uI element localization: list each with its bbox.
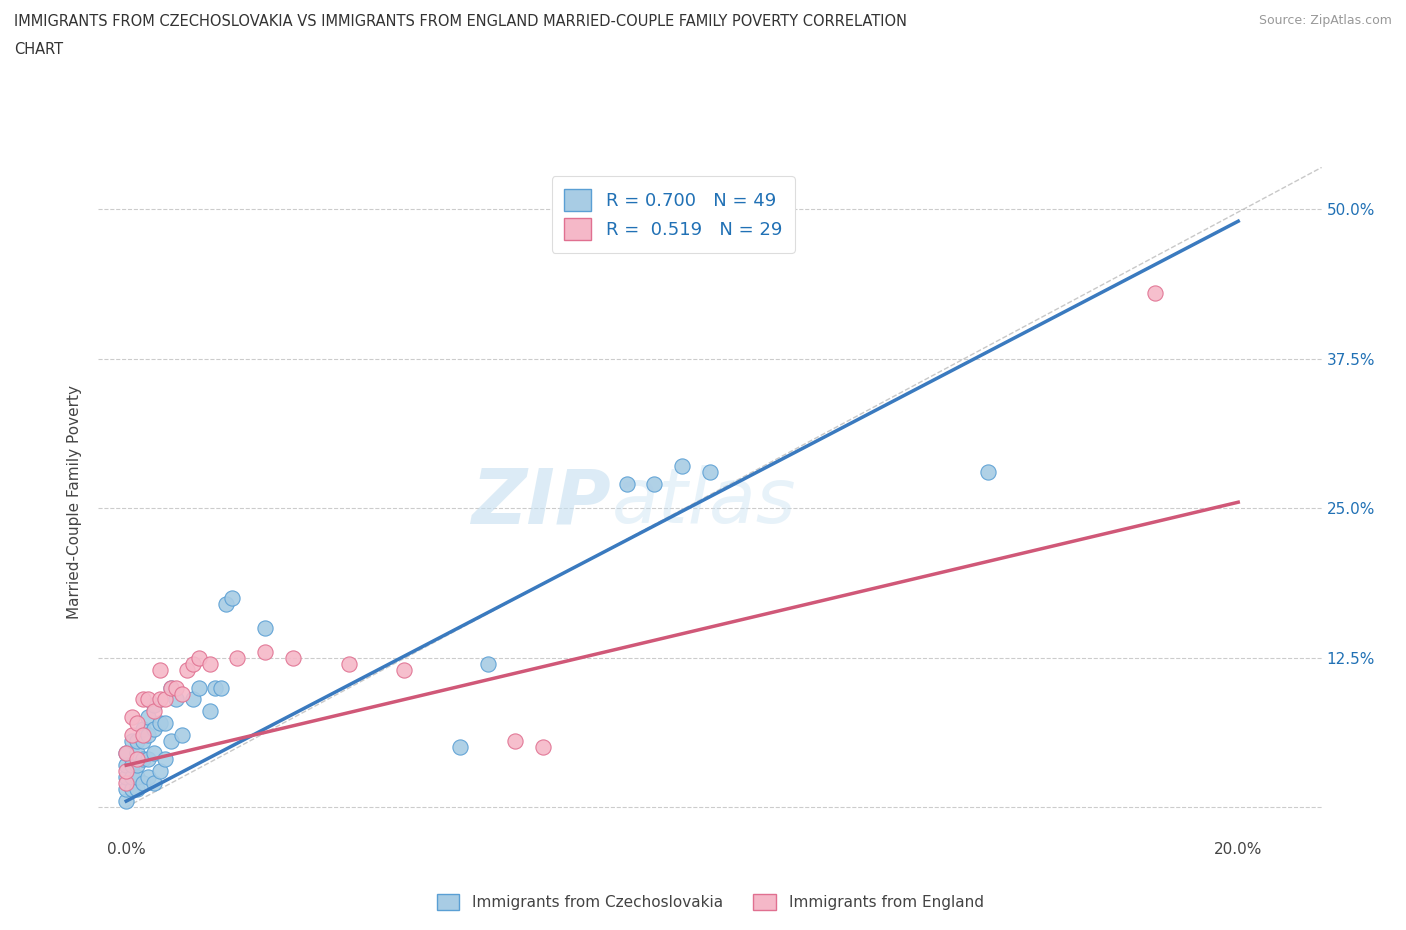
Point <box>121 734 143 749</box>
Point <box>394 662 416 677</box>
Point <box>1143 286 1166 300</box>
Point <box>221 591 243 605</box>
Point <box>477 657 499 671</box>
Point <box>159 734 181 749</box>
Point <box>132 776 155 790</box>
Point <box>121 728 143 743</box>
Point <box>121 758 143 773</box>
Y-axis label: Married-Couple Family Poverty: Married-Couple Family Poverty <box>67 385 83 619</box>
Point <box>254 644 277 659</box>
Point <box>170 686 193 701</box>
Point <box>127 734 149 749</box>
Point <box>138 728 160 743</box>
Text: IMMIGRANTS FROM CZECHOSLOVAKIA VS IMMIGRANTS FROM ENGLAND MARRIED-COUPLE FAMILY : IMMIGRANTS FROM CZECHOSLOVAKIA VS IMMIGR… <box>14 14 907 29</box>
Point <box>127 716 149 731</box>
Point <box>115 782 138 797</box>
Point <box>127 782 149 797</box>
Point <box>121 770 143 785</box>
Point <box>616 477 638 492</box>
Point <box>149 764 172 778</box>
Point <box>138 751 160 766</box>
Text: CHART: CHART <box>14 42 63 57</box>
Point <box>138 692 160 707</box>
Point <box>643 477 665 492</box>
Point <box>449 740 471 755</box>
Text: atlas: atlas <box>612 465 797 539</box>
Point <box>159 680 181 695</box>
Text: Source: ZipAtlas.com: Source: ZipAtlas.com <box>1258 14 1392 27</box>
Point <box>127 751 149 766</box>
Point <box>671 458 693 473</box>
Point <box>143 776 166 790</box>
Point <box>115 764 138 778</box>
Point <box>115 793 138 808</box>
Text: ZIP: ZIP <box>472 465 612 539</box>
Point <box>159 680 181 695</box>
Point <box>143 698 166 713</box>
Point <box>138 710 160 724</box>
Point <box>132 722 155 737</box>
Point <box>143 746 166 761</box>
Point <box>143 722 166 737</box>
Point <box>153 751 176 766</box>
Point <box>143 704 166 719</box>
Point <box>149 692 172 707</box>
Point <box>115 776 138 790</box>
Point <box>204 680 226 695</box>
Point <box>165 692 187 707</box>
Point <box>198 704 221 719</box>
Point <box>198 657 221 671</box>
Point <box>977 465 1000 480</box>
Point <box>699 465 721 480</box>
Point <box>153 716 176 731</box>
Point <box>165 680 187 695</box>
Point <box>115 758 138 773</box>
Point <box>127 770 149 785</box>
Point <box>132 751 155 766</box>
Point <box>337 657 360 671</box>
Point <box>181 692 204 707</box>
Point <box>149 662 172 677</box>
Point <box>281 650 304 665</box>
Point <box>209 680 232 695</box>
Point <box>149 716 172 731</box>
Point <box>115 746 138 761</box>
Legend: Immigrants from Czechoslovakia, Immigrants from England: Immigrants from Czechoslovakia, Immigran… <box>430 888 990 916</box>
Point <box>187 680 209 695</box>
Point <box>153 692 176 707</box>
Point <box>138 770 160 785</box>
Point <box>115 770 138 785</box>
Point <box>132 692 155 707</box>
Point <box>132 728 155 743</box>
Point <box>121 782 143 797</box>
Point <box>115 746 138 761</box>
Point <box>170 728 193 743</box>
Point <box>176 662 198 677</box>
Point <box>531 740 554 755</box>
Point <box>181 657 204 671</box>
Point <box>215 596 238 611</box>
Point <box>121 710 143 724</box>
Point <box>127 746 149 761</box>
Point <box>132 734 155 749</box>
Point <box>254 620 277 635</box>
Point <box>226 650 249 665</box>
Point <box>505 734 527 749</box>
Point <box>127 758 149 773</box>
Point <box>187 650 209 665</box>
